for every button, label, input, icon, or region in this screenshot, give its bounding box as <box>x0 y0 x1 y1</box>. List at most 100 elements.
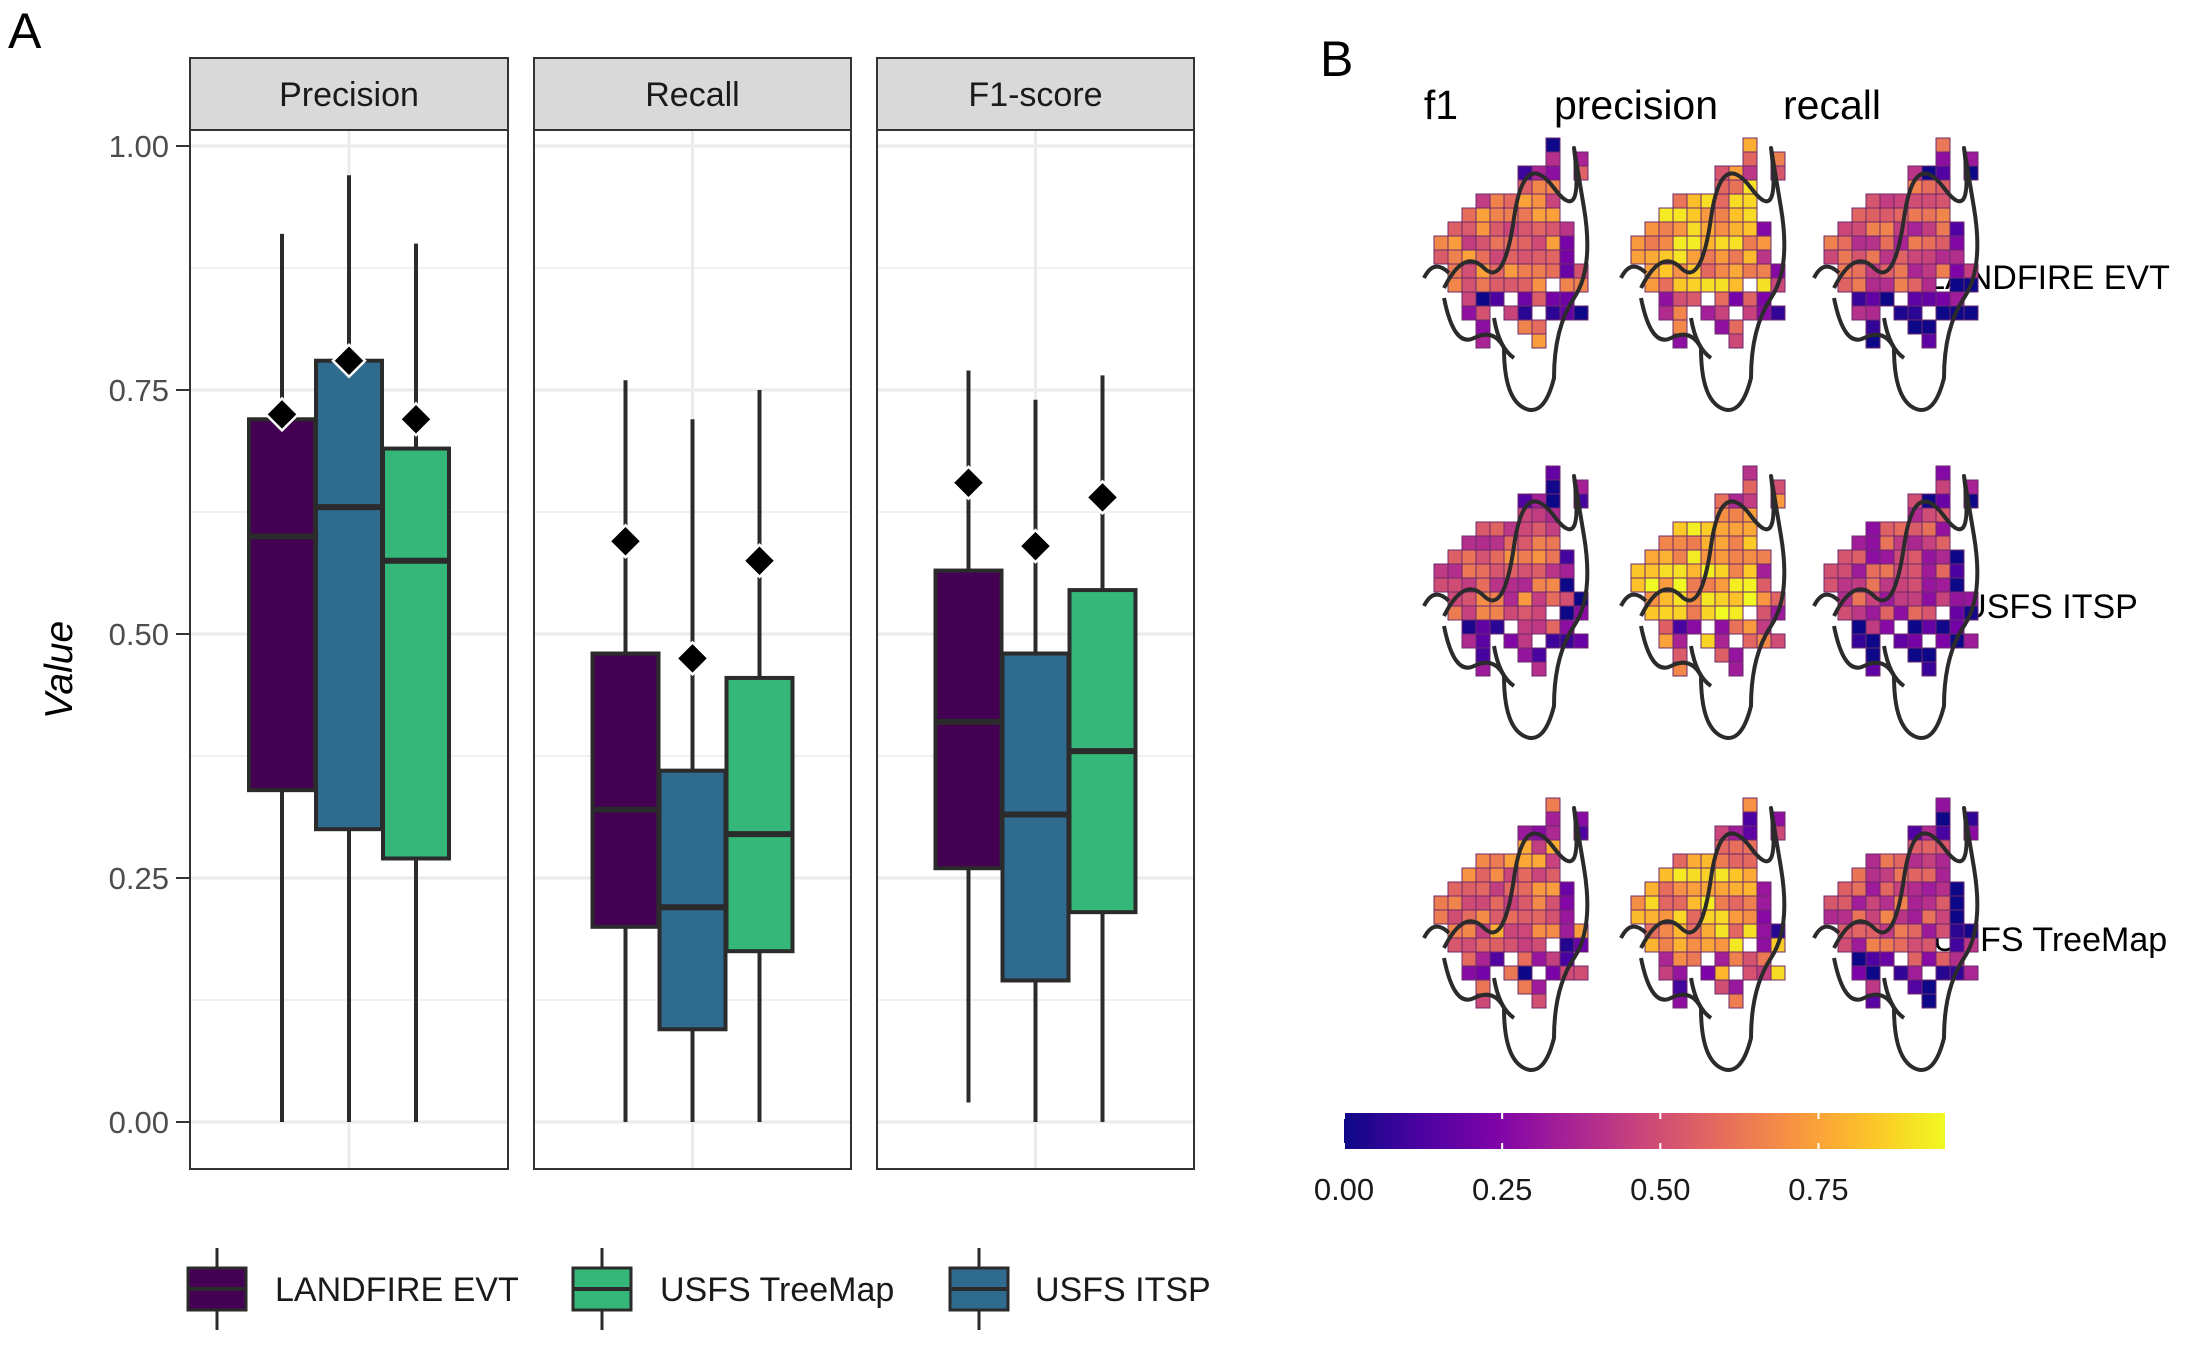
map-cell <box>1559 937 1575 953</box>
map-cell <box>1531 937 1547 953</box>
map-cell <box>1742 207 1758 223</box>
map-cell <box>1949 937 1965 953</box>
map-cell <box>1517 319 1533 335</box>
map-boundary-detail <box>1619 592 1713 688</box>
map-cell <box>1921 881 1937 897</box>
map-cell <box>1851 235 1867 251</box>
map-cell <box>1728 923 1744 939</box>
map-cell <box>1517 909 1533 925</box>
map-cell <box>1921 207 1937 223</box>
map-cell <box>1447 577 1463 593</box>
map-cell <box>1672 951 1688 967</box>
map-cell <box>1742 895 1758 911</box>
map-cell <box>1700 305 1716 321</box>
map-cell <box>1433 249 1449 265</box>
map-cell <box>1865 979 1881 995</box>
map-cell <box>1686 951 1702 967</box>
map-cell <box>1686 221 1702 237</box>
map-cell <box>1545 633 1561 649</box>
map-cell <box>1559 909 1575 925</box>
map-cell <box>1700 591 1716 607</box>
legend-label: LANDFIRE EVT <box>275 1271 519 1309</box>
map-cell <box>1742 235 1758 251</box>
map-cell <box>1935 591 1951 607</box>
legend-item-usfs-treemap: USFS TreeMap <box>571 1248 894 1330</box>
map-cell <box>1865 221 1881 237</box>
map-cell <box>1630 235 1646 251</box>
map-cell <box>1503 605 1519 621</box>
map-cell <box>1559 923 1575 939</box>
map-cell <box>1545 563 1561 579</box>
map-cell <box>1879 867 1895 883</box>
map-cell <box>1573 965 1589 981</box>
map-cell <box>1475 193 1491 209</box>
map-cell <box>1531 277 1547 293</box>
map-cell <box>1433 577 1449 593</box>
map-cell <box>1728 563 1744 579</box>
map-cell <box>1573 305 1589 321</box>
map-cell <box>1714 605 1730 621</box>
map-cell <box>1545 591 1561 607</box>
box-body <box>724 675 795 954</box>
map-cell <box>1475 853 1491 869</box>
map-cell <box>1851 937 1867 953</box>
map-cell <box>1686 235 1702 251</box>
map-cell <box>1935 151 1951 167</box>
map-cell <box>1756 249 1772 265</box>
map-cell <box>1949 563 1965 579</box>
map-cell <box>1686 619 1702 635</box>
map-cell <box>1672 305 1688 321</box>
map-cell <box>1714 577 1730 593</box>
map-cell <box>1672 867 1688 883</box>
map-cell <box>1714 235 1730 251</box>
map-cell <box>1921 319 1937 335</box>
map-cell <box>1531 619 1547 635</box>
map-boundary-detail <box>1812 264 1906 360</box>
box-landfire-evt <box>933 370 1004 1103</box>
map-cell <box>1489 193 1505 209</box>
map-cell <box>1963 633 1979 649</box>
boxplot-area: 0.00 0.25 0.50 0.75 1.00 Precision Recall F1-sc… <box>109 57 1195 1170</box>
map-cell <box>1630 909 1646 925</box>
map-cell <box>1879 521 1895 537</box>
facet-strip-label: Recall <box>645 76 739 114</box>
map-cell <box>1658 937 1674 953</box>
map-cell <box>1461 207 1477 223</box>
map-cell <box>1949 909 1965 925</box>
map-cell <box>1475 221 1491 237</box>
map-cell <box>1545 165 1561 181</box>
map-cell <box>1935 535 1951 551</box>
map-cell <box>1531 207 1547 223</box>
map-cell <box>1714 979 1730 995</box>
map-cell <box>1489 881 1505 897</box>
map-cell <box>1503 305 1519 321</box>
map-usfs-treemap-recall <box>1812 797 1980 1072</box>
map-cell <box>1907 881 1923 897</box>
map-cell <box>1559 577 1575 593</box>
map-cell <box>1935 965 1951 981</box>
map-cell <box>1714 319 1730 335</box>
map-cell <box>1714 909 1730 925</box>
map-cell <box>1672 193 1688 209</box>
map-cell <box>1935 165 1951 181</box>
map-cell <box>1672 647 1688 663</box>
map-boundary-detail <box>1422 924 1516 1020</box>
map-cell <box>1756 221 1772 237</box>
map-cell <box>1728 839 1744 855</box>
map-cell <box>1658 235 1674 251</box>
map-cell <box>1672 319 1688 335</box>
map-cell <box>1461 965 1477 981</box>
map-cell <box>1658 549 1674 565</box>
map-cell <box>1851 951 1867 967</box>
map-cell <box>1851 549 1867 565</box>
map-cell <box>1851 881 1867 897</box>
map-cell <box>1921 277 1937 293</box>
map-cell <box>1447 895 1463 911</box>
map-cell <box>1963 305 1979 321</box>
map-cell <box>1893 923 1909 939</box>
map-cell <box>1865 951 1881 967</box>
map-cell <box>1475 619 1491 635</box>
map-cell <box>1742 493 1758 509</box>
map-cell <box>1742 965 1758 981</box>
map-cell <box>1686 549 1702 565</box>
